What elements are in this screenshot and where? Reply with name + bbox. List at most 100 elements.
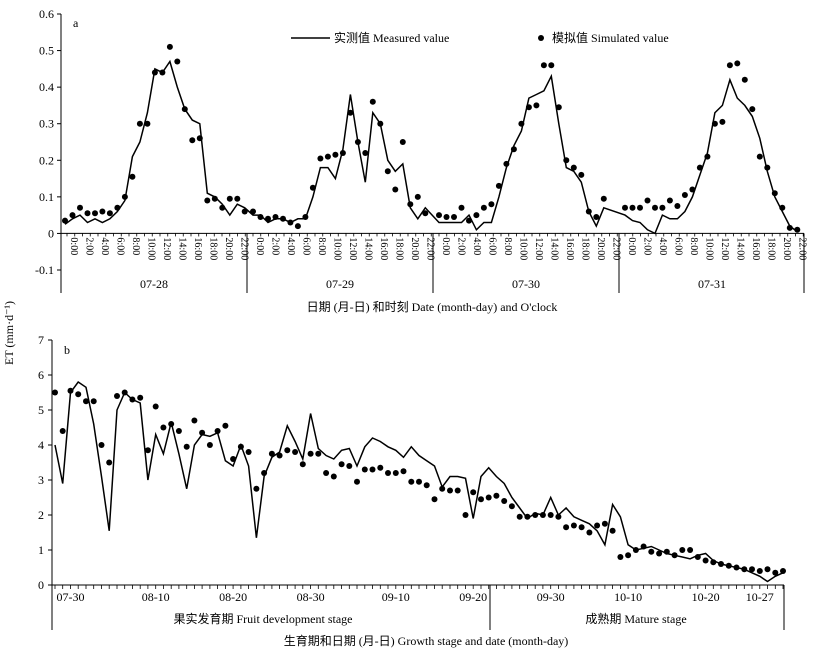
simulated-point xyxy=(272,214,279,220)
simulated-point xyxy=(280,215,286,222)
hour-tick-label: 16:00 xyxy=(750,237,761,260)
simulated-point xyxy=(508,503,515,510)
simulated-point xyxy=(533,102,540,109)
hour-tick-label: 6:00 xyxy=(487,237,498,255)
simulated-point xyxy=(473,212,480,219)
simulated-point xyxy=(524,513,531,520)
simulated-point xyxy=(315,450,322,457)
simulated-point xyxy=(416,478,422,485)
hour-tick-label: 10:00 xyxy=(332,237,343,260)
date-tick-label: 08-20 xyxy=(219,590,247,604)
simulated-point xyxy=(563,157,570,164)
simulated-point xyxy=(741,566,748,573)
x-axis-label: 生育期和日期 (月-日) Growth stage and date (mont… xyxy=(284,633,569,648)
simulated-point xyxy=(392,470,399,476)
hour-tick-label: 20:00 xyxy=(409,237,420,260)
simulated-point xyxy=(241,208,248,215)
simulated-point xyxy=(518,120,525,127)
simulated-point xyxy=(436,212,442,219)
hour-tick-label: 12:00 xyxy=(347,237,358,260)
hour-tick-label: 2:00 xyxy=(84,237,95,255)
measured-line xyxy=(54,380,784,583)
simulated-point xyxy=(407,201,414,208)
simulated-point xyxy=(261,470,268,476)
simulated-point xyxy=(92,210,98,217)
hour-tick-label: 6:00 xyxy=(673,237,684,255)
day-label: 07-31 xyxy=(698,277,726,291)
y-tick-label: 0.3 xyxy=(39,117,54,131)
simulated-point xyxy=(454,487,461,494)
y-tick-label: 0.2 xyxy=(39,153,54,167)
simulated-point xyxy=(749,566,755,573)
simulated-point xyxy=(338,461,345,468)
hour-tick-label: 22:00 xyxy=(425,237,436,260)
simulated-point xyxy=(578,524,585,531)
simulated-point xyxy=(733,564,740,571)
y-tick-label: 4 xyxy=(38,438,44,452)
simulated-point xyxy=(385,470,391,476)
simulated-point xyxy=(129,396,136,403)
simulated-point xyxy=(525,104,532,111)
date-tick-label: 08-30 xyxy=(297,590,325,604)
simulated-point xyxy=(377,464,384,471)
hour-tick-label: 4:00 xyxy=(99,237,110,255)
simulated-point xyxy=(206,442,213,448)
simulated-point xyxy=(423,482,430,489)
simulated-point xyxy=(594,522,601,529)
simulated-point xyxy=(287,219,294,226)
simulated-point xyxy=(219,204,226,211)
simulated-point xyxy=(121,193,128,200)
hour-tick-label: 20:00 xyxy=(223,237,234,260)
simulated-point xyxy=(570,522,577,529)
simulated-point xyxy=(354,139,361,145)
simulated-point xyxy=(211,195,218,202)
hour-tick-label: 4:00 xyxy=(657,237,668,255)
simulated-point xyxy=(600,195,607,202)
simulated-point xyxy=(540,62,547,69)
simulated-point xyxy=(485,494,492,501)
day-label: 07-28 xyxy=(140,277,168,291)
simulated-point xyxy=(362,150,369,156)
simulated-point xyxy=(779,204,786,211)
y-tick-label: 0.1 xyxy=(39,190,54,204)
simulated-point xyxy=(578,171,585,178)
simulated-point xyxy=(346,463,353,469)
date-tick-label: 10-10 xyxy=(614,590,642,604)
simulated-point xyxy=(648,548,655,555)
date-tick-label: 09-20 xyxy=(459,590,487,604)
simulated-point xyxy=(222,422,229,429)
hour-tick-label: 18:00 xyxy=(580,237,591,260)
simulated-point xyxy=(339,150,346,156)
y-tick-label: 5 xyxy=(38,403,44,417)
simulated-point xyxy=(253,485,260,492)
simulated-point xyxy=(99,208,106,215)
simulated-point xyxy=(302,214,309,220)
simulated-point xyxy=(702,557,709,564)
simulated-point xyxy=(659,204,666,211)
simulated-point xyxy=(548,62,555,69)
hour-tick-label: 0:00 xyxy=(68,237,79,255)
simulated-point xyxy=(191,417,198,424)
simulated-point xyxy=(585,208,592,215)
simulated-point xyxy=(443,214,450,220)
simulated-point xyxy=(230,456,237,462)
simulated-point xyxy=(734,60,741,67)
simulated-point xyxy=(129,173,136,180)
simulated-point xyxy=(369,98,376,105)
simulated-point xyxy=(114,204,121,211)
simulated-point xyxy=(106,459,113,466)
hour-tick-label: 12:00 xyxy=(719,237,730,260)
simulated-point xyxy=(593,214,600,220)
simulated-point xyxy=(276,452,283,459)
hour-tick-label: 2:00 xyxy=(456,237,467,255)
stage-label: 果实发育期 Fruit development stage xyxy=(174,611,353,626)
simulated-point xyxy=(696,164,703,171)
simulated-point xyxy=(199,429,206,436)
simulated-point xyxy=(392,186,399,193)
simulated-point xyxy=(694,554,701,560)
simulated-point xyxy=(52,389,58,396)
simulated-point xyxy=(294,223,301,230)
hour-tick-label: 22:00 xyxy=(611,237,622,260)
y-axis-label: ET (mm·d⁻¹) xyxy=(2,301,16,365)
simulated-point xyxy=(137,394,144,401)
